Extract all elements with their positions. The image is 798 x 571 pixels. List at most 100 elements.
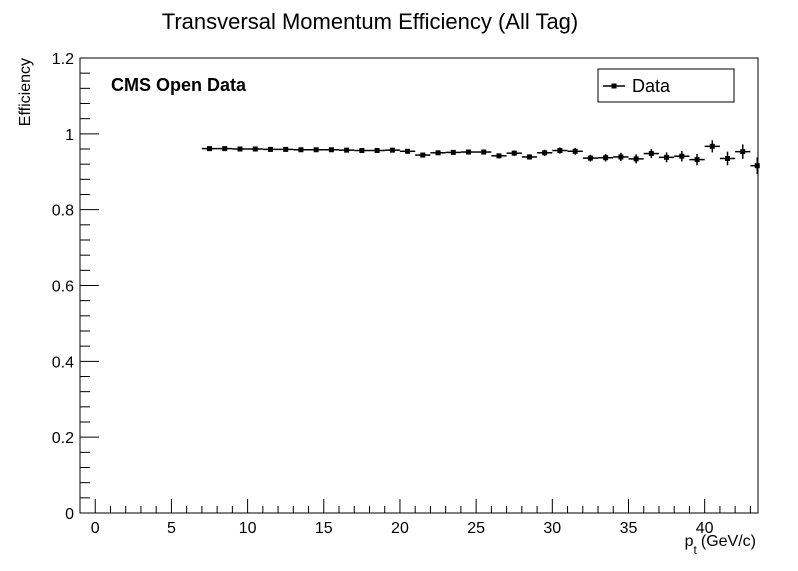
data-point (491, 153, 507, 159)
data-marker (374, 148, 380, 154)
data-marker (283, 146, 289, 152)
data-point (369, 148, 385, 154)
x-tick-label: 10 (239, 520, 257, 537)
data-point (719, 151, 736, 166)
data-point (201, 146, 218, 152)
data-point (628, 154, 644, 164)
data-point (293, 147, 309, 153)
data-marker (237, 146, 243, 152)
data-point (537, 149, 553, 156)
data-marker (557, 148, 563, 154)
data-marker (481, 149, 487, 155)
data-point (567, 147, 583, 155)
data-point (735, 144, 751, 159)
data-point (354, 148, 370, 154)
x-axis: 0 5 10 15 20 25 30 35 40 (79, 499, 751, 537)
data-marker (587, 155, 593, 161)
data-point (262, 146, 279, 152)
data-marker (313, 147, 319, 153)
x-axis-label-main: p (685, 533, 694, 550)
legend: Data (597, 68, 735, 103)
data-point (658, 152, 675, 163)
x-tick-label: 30 (543, 520, 561, 537)
legend-box (597, 68, 735, 103)
data-marker (572, 148, 578, 154)
data-marker (526, 154, 532, 160)
data-point (445, 149, 461, 155)
y-tick-label: 0.2 (52, 430, 74, 447)
data-marker (648, 151, 654, 157)
data-series (201, 140, 760, 175)
y-tick-label: 0.4 (52, 354, 74, 371)
data-marker (344, 147, 350, 153)
data-marker (664, 154, 670, 160)
y-tick-label: 1.2 (52, 51, 74, 68)
x-tick-label: 25 (467, 520, 485, 537)
data-marker (466, 149, 472, 155)
data-marker (740, 149, 746, 155)
data-point (323, 147, 340, 153)
x-axis-label-unit: (GeV/c) (701, 533, 756, 550)
y-tick-label: 0.8 (52, 203, 74, 220)
data-marker (389, 147, 395, 153)
data-marker (298, 147, 304, 153)
data-marker (496, 153, 502, 159)
x-tick-label: 35 (620, 520, 638, 537)
data-marker (633, 156, 639, 162)
data-point (704, 140, 720, 153)
data-point (278, 146, 294, 152)
data-point (247, 146, 263, 152)
data-point (339, 147, 355, 153)
data-marker (435, 150, 441, 156)
x-tick-label: 15 (315, 520, 333, 537)
data-marker (603, 155, 609, 161)
y-tick-label: 1 (65, 127, 74, 144)
plot-frame (79, 57, 759, 514)
data-point (476, 149, 492, 155)
y-tick-label: 0 (65, 506, 74, 523)
data-marker (725, 155, 731, 161)
x-tick-label: 40 (696, 520, 714, 537)
data-marker (359, 148, 365, 154)
data-marker (709, 143, 715, 149)
legend-label-data: Data (632, 76, 671, 96)
data-point (399, 148, 416, 154)
data-marker (511, 150, 517, 156)
data-marker (618, 154, 624, 160)
chart-title: Transversal Momentum Efficiency (All Tag… (162, 9, 579, 34)
data-point (430, 150, 446, 156)
data-point (552, 147, 568, 154)
x-tick-label: 20 (391, 520, 409, 537)
data-marker (420, 152, 426, 158)
data-point (217, 146, 233, 152)
data-point (643, 149, 659, 159)
data-marker (542, 150, 548, 156)
data-marker (328, 147, 334, 153)
data-marker (754, 163, 760, 169)
data-point (750, 157, 760, 175)
data-point (689, 153, 705, 166)
x-tick-label: 0 (91, 520, 100, 537)
x-axis-label-sub: t (694, 543, 698, 557)
y-axis: 0 0.2 0.4 0.6 0.8 1 1.2 (52, 51, 99, 523)
y-axis-label: Efficiency (17, 58, 34, 126)
data-marker (267, 146, 273, 152)
data-point (232, 146, 248, 152)
data-point (613, 152, 629, 162)
data-point (582, 154, 599, 162)
data-marker (405, 148, 411, 154)
data-point (415, 152, 431, 158)
data-marker (207, 146, 213, 152)
x-axis-label: pt (GeV/c) (685, 533, 756, 557)
data-marker (252, 146, 258, 152)
data-marker (694, 157, 700, 163)
data-point (308, 147, 324, 153)
data-marker (679, 153, 685, 159)
y-tick-label: 0.6 (52, 279, 74, 296)
data-point (384, 147, 400, 153)
data-point (506, 150, 522, 156)
data-point (674, 150, 690, 162)
cms-annotation: CMS Open Data (111, 75, 247, 95)
data-point (460, 149, 477, 155)
